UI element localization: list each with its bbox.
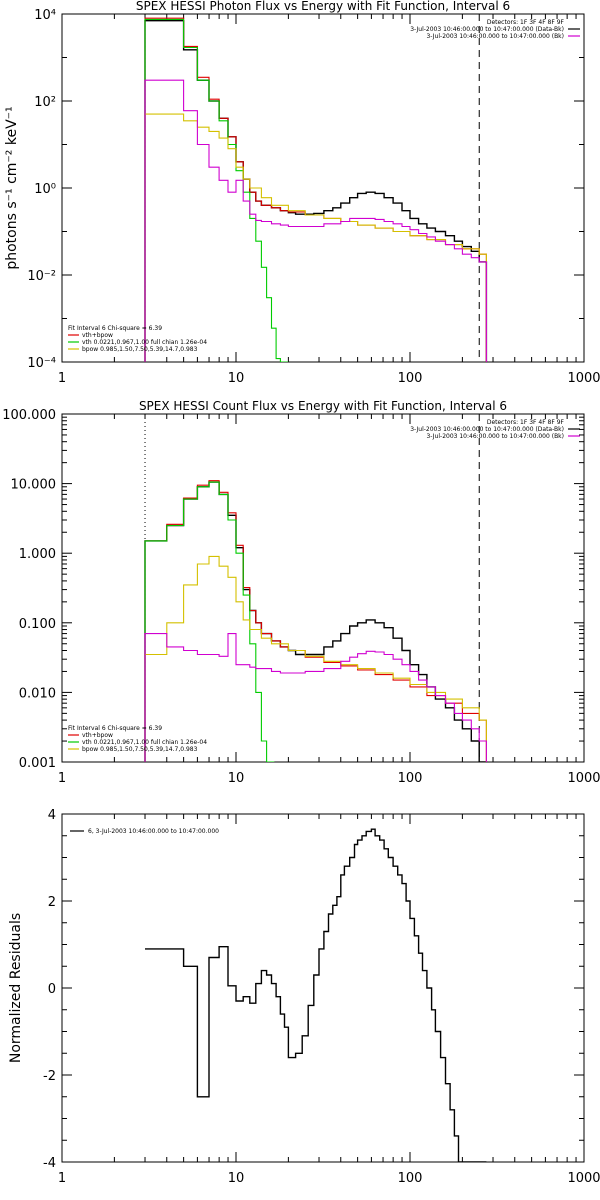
legend-entry: 3-Jul-2003 10:46:00.000 to 10:47:00.000 …	[426, 33, 564, 40]
x-tick-label: 100	[398, 1171, 423, 1186]
y-tick-label: -2	[43, 1069, 56, 1084]
x-tick-label: 10	[228, 371, 245, 386]
series-background	[144, 79, 487, 362]
legend-entry: vth+bpow	[82, 732, 113, 739]
x-tick-label: 1	[58, 371, 66, 386]
y-tick-label: 10.000	[11, 478, 57, 493]
chart-panel-3: 1 10 100 1000 -4 -2 0 2 4 Normalized Residuals 6, …	[8, 808, 600, 1186]
plot-frame	[61, 813, 585, 1163]
y-tick-label: 100.000	[2, 408, 56, 423]
legend-entry: 3-Jul-2003 10:46:00.000 to 10:47:00.000 …	[410, 26, 564, 33]
plot-frame	[61, 413, 585, 763]
x-tick-label: 1	[58, 771, 66, 786]
series-bpow	[144, 555, 487, 762]
legend-entry: Fit Interval 6 Chi-square = 6.39	[68, 325, 162, 332]
x-tick-label: 1	[58, 1171, 66, 1186]
series-group	[144, 480, 488, 762]
legend-entry: vth+bpow	[82, 332, 113, 339]
x-tick-label: 100	[398, 771, 423, 786]
legend-bottom-left: Fit Interval 6 Chi-square = 6.39vth+bpow…	[68, 725, 207, 753]
legend-entry: bpow 0.985,1.50,7.50,5.39,14.7,0.983	[82, 346, 198, 353]
y-tick-label: 0.100	[19, 617, 56, 632]
chart-panel-1: 1 10 100 1000 10⁻⁴ 10⁻² 10⁰ 10² 10⁴ SPEX HESSI Ph…	[4, 0, 600, 386]
chart-title: SPEX HESSI Photon Flux vs Energy with Fi…	[136, 0, 510, 13]
series-data	[144, 20, 488, 362]
chart-panel-2: 1 10 100 1000 0.001 0.010 0.100 1.000 10.000 100.…	[2, 399, 600, 786]
series-data	[145, 828, 487, 1162]
legend-entry: 6, 3-Jul-2003 10:46:00.000 to 10:47:00.0…	[88, 828, 219, 835]
y-tick-label: 10⁻²	[27, 269, 56, 284]
y-tick-label: 0	[48, 982, 56, 997]
chart-title: SPEX HESSI Count Flux vs Energy with Fit…	[139, 399, 507, 413]
y-axis-label: photons s⁻¹ cm⁻² keV⁻¹	[4, 106, 20, 269]
x-tick-label: 1000	[567, 1171, 600, 1186]
legend-top-right: Detectors: 1F 3F 4F 8F 9F3-Jul-2003 10:4…	[410, 419, 580, 440]
series-background	[144, 633, 487, 762]
series-total_fit	[144, 17, 487, 362]
legend-entry: vth 0.0221,0.967,1.00 full chian 1.26e-0…	[82, 739, 207, 746]
y-tick-label: 10⁰	[34, 182, 56, 197]
legend-entry: Detectors: 1F 3F 4F 8F 9F	[487, 419, 565, 426]
x-tick-label: 1000	[567, 771, 600, 786]
legend-entry: bpow 0.985,1.50,7.50,5.39,14.7,0.983	[82, 746, 198, 753]
x-tick-label: 10	[228, 1171, 245, 1186]
legend-bottom-left: Fit Interval 6 Chi-square = 6.39vth+bpow…	[68, 325, 207, 353]
legend-top-left: 6, 3-Jul-2003 10:46:00.000 to 10:47:00.0…	[70, 828, 219, 835]
y-tick-label: 0.001	[19, 756, 56, 771]
y-tick-label: 10⁴	[34, 8, 56, 23]
y-tick-label: 0.010	[19, 686, 56, 701]
y-tick-label: 10²	[34, 95, 56, 110]
y-tick-label: 2	[48, 895, 56, 910]
series-group	[145, 828, 487, 1162]
y-tick-label: 4	[48, 808, 56, 823]
y-axis-label: Normalized Residuals	[8, 913, 24, 1063]
plot-frame	[61, 13, 585, 363]
series-bpow	[144, 113, 487, 362]
series-total_fit	[144, 480, 487, 762]
x-tick-label: 100	[398, 371, 423, 386]
y-tick-label: 1.000	[19, 547, 56, 562]
legend-entry: vth 0.0221,0.967,1.00 full chian 1.26e-0…	[82, 339, 207, 346]
legend-entry: Detectors: 1F 3F 4F 8F 9F	[487, 19, 565, 26]
x-tick-label: 1000	[567, 371, 600, 386]
y-tick-label: -4	[43, 1156, 56, 1171]
x-tick-label: 10	[228, 771, 245, 786]
legend-top-right: Detectors: 1F 3F 4F 8F 9F3-Jul-2003 10:4…	[410, 19, 580, 40]
y-tick-label: 10⁻⁴	[27, 356, 56, 371]
legend-entry: 3-Jul-2003 10:46:00.000 to 10:47:00.000 …	[410, 426, 564, 433]
series-vth	[144, 18, 289, 362]
series-vth	[144, 481, 275, 762]
series-group	[144, 17, 488, 362]
series-data	[144, 481, 488, 762]
legend-entry: Fit Interval 6 Chi-square = 6.39	[68, 725, 162, 732]
legend-entry: 3-Jul-2003 10:46:00.000 to 10:47:00.000 …	[426, 433, 564, 440]
